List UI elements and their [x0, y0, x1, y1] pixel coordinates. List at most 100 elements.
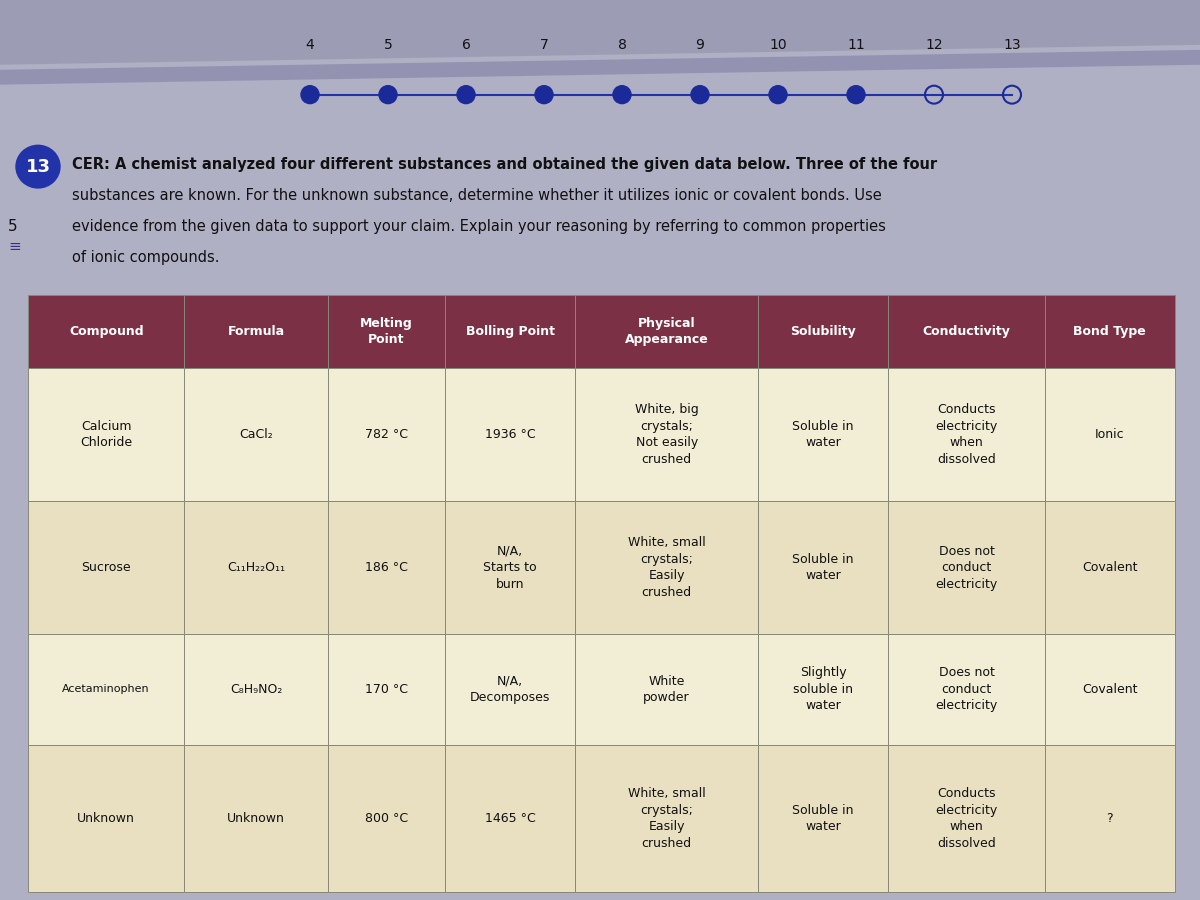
FancyBboxPatch shape: [576, 744, 758, 892]
FancyBboxPatch shape: [445, 634, 576, 744]
FancyBboxPatch shape: [1045, 634, 1175, 744]
Circle shape: [379, 86, 397, 104]
FancyBboxPatch shape: [1045, 744, 1175, 892]
Text: 7: 7: [540, 38, 548, 52]
Text: evidence from the given data to support your claim. Explain your reasoning by re: evidence from the given data to support …: [72, 219, 886, 234]
FancyBboxPatch shape: [576, 368, 758, 501]
Text: 5: 5: [384, 38, 392, 52]
Text: 8: 8: [618, 38, 626, 52]
Text: Does not
conduct
electricity: Does not conduct electricity: [935, 544, 997, 590]
FancyBboxPatch shape: [185, 744, 328, 892]
Circle shape: [16, 145, 60, 188]
Text: Conducts
electricity
when
dissolved: Conducts electricity when dissolved: [935, 403, 997, 466]
Text: CER: A chemist analyzed four different substances and obtained the given data be: CER: A chemist analyzed four different s…: [72, 157, 937, 172]
FancyBboxPatch shape: [328, 744, 445, 892]
FancyBboxPatch shape: [328, 501, 445, 634]
FancyBboxPatch shape: [576, 501, 758, 634]
FancyBboxPatch shape: [28, 744, 185, 892]
FancyBboxPatch shape: [1045, 294, 1175, 368]
Text: 800 °C: 800 °C: [365, 812, 408, 825]
Text: Covalent: Covalent: [1082, 683, 1138, 696]
FancyBboxPatch shape: [758, 744, 888, 892]
Text: Conductivity: Conductivity: [923, 325, 1010, 338]
FancyBboxPatch shape: [445, 368, 576, 501]
FancyBboxPatch shape: [758, 368, 888, 501]
Text: 5: 5: [8, 220, 18, 234]
Text: Unknown: Unknown: [227, 812, 286, 825]
FancyBboxPatch shape: [888, 501, 1045, 634]
Text: White, small
crystals;
Easily
crushed: White, small crystals; Easily crushed: [628, 536, 706, 598]
FancyBboxPatch shape: [445, 744, 576, 892]
Text: 186 °C: 186 °C: [365, 561, 408, 574]
Circle shape: [769, 86, 787, 104]
FancyBboxPatch shape: [328, 294, 445, 368]
FancyBboxPatch shape: [185, 294, 328, 368]
Circle shape: [535, 86, 553, 104]
FancyBboxPatch shape: [28, 634, 185, 744]
Text: Soluble in
water: Soluble in water: [792, 553, 854, 582]
Circle shape: [613, 86, 631, 104]
Text: Solubility: Solubility: [791, 325, 856, 338]
Text: ?: ?: [1106, 812, 1114, 825]
FancyBboxPatch shape: [328, 368, 445, 501]
FancyBboxPatch shape: [28, 501, 185, 634]
FancyBboxPatch shape: [888, 744, 1045, 892]
FancyBboxPatch shape: [888, 634, 1045, 744]
Text: Soluble in
water: Soluble in water: [792, 420, 854, 449]
Text: 1465 °C: 1465 °C: [485, 812, 535, 825]
FancyBboxPatch shape: [1045, 368, 1175, 501]
FancyBboxPatch shape: [185, 634, 328, 744]
Text: 11: 11: [847, 38, 865, 52]
FancyBboxPatch shape: [576, 634, 758, 744]
FancyBboxPatch shape: [758, 634, 888, 744]
Text: 13: 13: [25, 158, 50, 176]
Text: substances are known. For the unknown substance, determine whether it utilizes i: substances are known. For the unknown su…: [72, 188, 882, 202]
Text: White, small
crystals;
Easily
crushed: White, small crystals; Easily crushed: [628, 788, 706, 850]
Text: 12: 12: [925, 38, 943, 52]
Circle shape: [691, 86, 709, 104]
Text: Does not
conduct
electricity: Does not conduct electricity: [935, 666, 997, 712]
FancyBboxPatch shape: [28, 294, 185, 368]
FancyBboxPatch shape: [1045, 501, 1175, 634]
Text: Bolling Point: Bolling Point: [466, 325, 554, 338]
FancyBboxPatch shape: [758, 294, 888, 368]
FancyBboxPatch shape: [445, 501, 576, 634]
Text: 170 °C: 170 °C: [365, 683, 408, 696]
Circle shape: [847, 86, 865, 104]
Text: Soluble in
water: Soluble in water: [792, 804, 854, 833]
Text: 782 °C: 782 °C: [365, 428, 408, 441]
Text: Physical
Appearance: Physical Appearance: [625, 317, 708, 346]
FancyBboxPatch shape: [888, 368, 1045, 501]
Text: 4: 4: [306, 38, 314, 52]
Text: Ionic: Ionic: [1096, 428, 1124, 441]
Text: Calcium
Chloride: Calcium Chloride: [80, 420, 132, 449]
FancyBboxPatch shape: [888, 294, 1045, 368]
Text: Covalent: Covalent: [1082, 561, 1138, 574]
Text: Sucrose: Sucrose: [82, 561, 131, 574]
Circle shape: [457, 86, 475, 104]
FancyBboxPatch shape: [185, 501, 328, 634]
Text: 1936 °C: 1936 °C: [485, 428, 535, 441]
Text: Melting
Point: Melting Point: [360, 317, 413, 346]
Text: 10: 10: [769, 38, 787, 52]
FancyBboxPatch shape: [185, 368, 328, 501]
Text: N/A,
Starts to
burn: N/A, Starts to burn: [484, 544, 538, 590]
Text: 9: 9: [696, 38, 704, 52]
Text: 6: 6: [462, 38, 470, 52]
Text: White
powder: White powder: [643, 675, 690, 704]
Text: Compound: Compound: [68, 325, 144, 338]
Text: Bond Type: Bond Type: [1074, 325, 1146, 338]
Polygon shape: [0, 50, 1200, 85]
FancyBboxPatch shape: [328, 634, 445, 744]
FancyBboxPatch shape: [445, 294, 576, 368]
Polygon shape: [0, 0, 1200, 65]
Text: White, big
crystals;
Not easily
crushed: White, big crystals; Not easily crushed: [635, 403, 698, 466]
Circle shape: [301, 86, 319, 104]
Text: N/A,
Decomposes: N/A, Decomposes: [470, 675, 551, 704]
Text: Formula: Formula: [228, 325, 284, 338]
Text: ≡: ≡: [8, 238, 20, 254]
Text: C₈H₉NO₂: C₈H₉NO₂: [230, 683, 282, 696]
Text: of ionic compounds.: of ionic compounds.: [72, 250, 220, 265]
Text: Slightly
soluble in
water: Slightly soluble in water: [793, 666, 853, 712]
FancyBboxPatch shape: [576, 294, 758, 368]
